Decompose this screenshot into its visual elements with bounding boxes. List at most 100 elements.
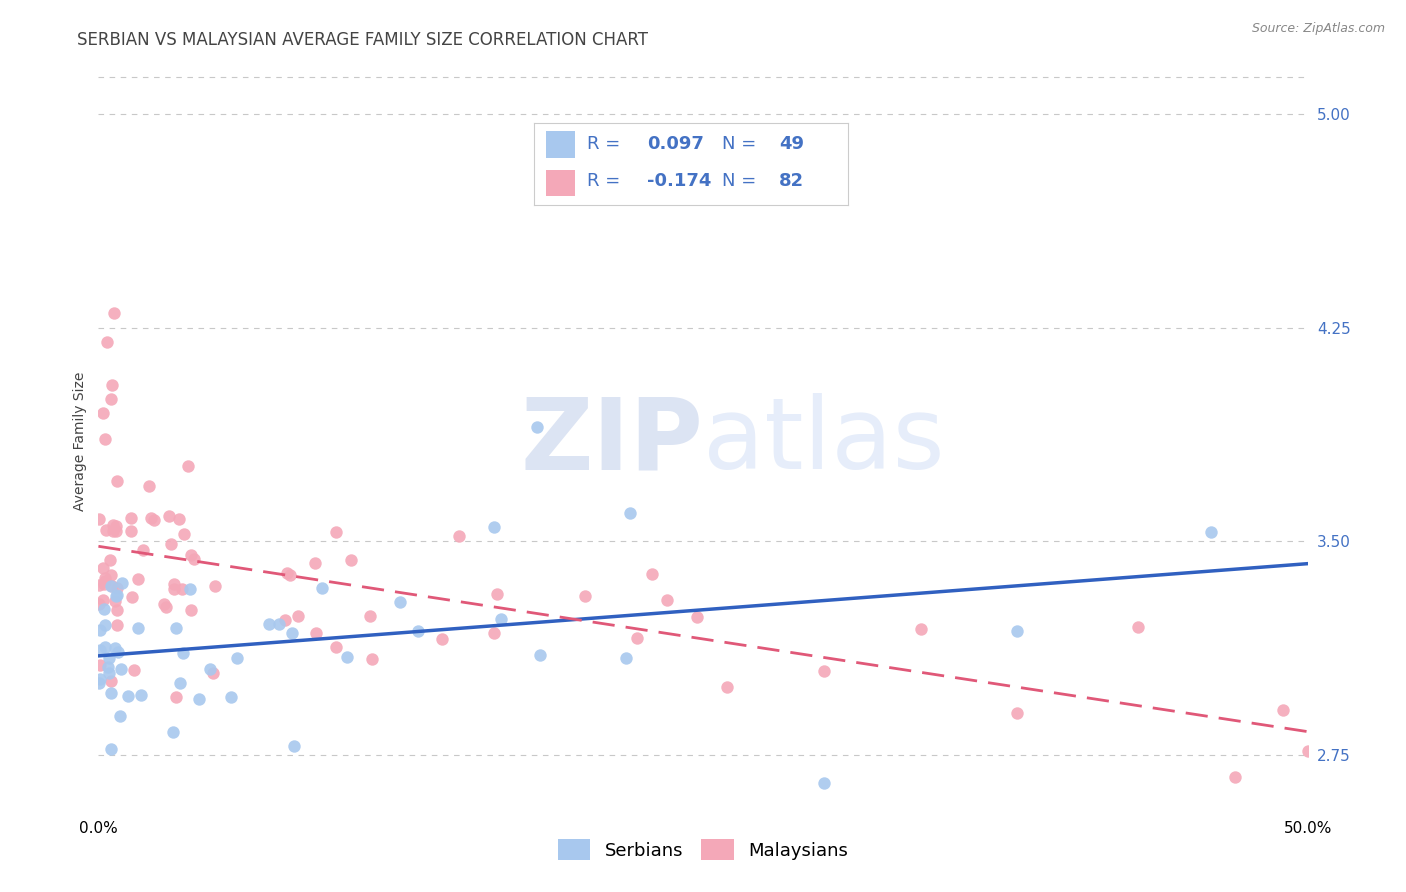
Y-axis label: Average Family Size: Average Family Size [73, 372, 87, 511]
Point [179, 582, 201, 596]
Point [221, 690, 243, 704]
Point [257, 616, 280, 631]
Point [1272, 703, 1295, 717]
Point [169, 511, 191, 525]
Point [91, 406, 114, 420]
Point [180, 548, 202, 562]
Point [117, 690, 139, 704]
Point [159, 537, 181, 551]
Point [153, 597, 176, 611]
Point [87, 597, 110, 611]
Point [336, 650, 359, 665]
Point [162, 724, 184, 739]
Point [183, 552, 205, 566]
Point [482, 520, 505, 534]
Point [169, 676, 191, 690]
Point [97, 660, 120, 674]
Point [177, 459, 200, 474]
Point [100, 579, 122, 593]
Point [127, 621, 149, 635]
Point [529, 648, 551, 662]
Point [104, 589, 127, 603]
Point [406, 624, 429, 638]
Point [278, 567, 301, 582]
Point [89, 658, 111, 673]
Point [163, 577, 186, 591]
Point [100, 567, 122, 582]
Point [360, 651, 382, 665]
Text: atlas: atlas [703, 393, 945, 490]
Point [686, 610, 709, 624]
Point [93, 561, 115, 575]
Point [619, 506, 641, 520]
Point [101, 579, 124, 593]
Legend: Serbians, Malaysians: Serbians, Malaysians [548, 830, 858, 870]
Point [87, 578, 110, 592]
Point [142, 513, 165, 527]
Point [1199, 524, 1222, 539]
Point [122, 664, 145, 678]
Point [103, 518, 125, 533]
Point [155, 600, 177, 615]
Point [100, 392, 122, 406]
Point [165, 690, 187, 704]
Point [165, 621, 187, 635]
Point [103, 524, 125, 539]
Point [388, 595, 411, 609]
Point [94, 524, 117, 538]
Point [180, 603, 202, 617]
Point [91, 593, 114, 607]
Point [1007, 706, 1029, 720]
Point [163, 582, 186, 596]
Point [276, 566, 298, 580]
Point [105, 618, 128, 632]
Point [267, 617, 290, 632]
Point [87, 676, 110, 690]
Point [202, 665, 225, 680]
Text: ZIP: ZIP [520, 393, 703, 490]
Point [173, 526, 195, 541]
Point [100, 686, 122, 700]
Point [716, 681, 738, 695]
Point [283, 739, 305, 753]
Point [120, 524, 142, 538]
Point [127, 573, 149, 587]
Point [94, 432, 117, 446]
Point [491, 612, 513, 626]
Point [94, 640, 117, 654]
Point [1223, 770, 1246, 784]
Point [93, 576, 115, 591]
Point [1296, 744, 1319, 758]
Point [105, 603, 128, 617]
Point [486, 587, 509, 601]
Point [813, 776, 835, 790]
Point [94, 618, 117, 632]
Point [111, 576, 134, 591]
Point [104, 641, 127, 656]
Point [87, 512, 110, 526]
Point [89, 672, 111, 686]
Point [105, 524, 128, 538]
Point [121, 590, 143, 604]
Point [200, 662, 222, 676]
Point [110, 662, 132, 676]
Point [129, 688, 152, 702]
Point [98, 553, 121, 567]
Point [170, 582, 193, 596]
Point [626, 632, 648, 646]
Point [104, 593, 127, 607]
Point [157, 509, 180, 524]
Point [526, 420, 548, 434]
Text: SERBIAN VS MALAYSIAN AVERAGE FAMILY SIZE CORRELATION CHART: SERBIAN VS MALAYSIAN AVERAGE FAMILY SIZE… [77, 31, 648, 49]
Point [311, 581, 333, 595]
Point [89, 623, 111, 637]
Point [281, 626, 304, 640]
Point [105, 581, 128, 595]
Point [89, 642, 111, 657]
Point [574, 589, 596, 603]
Point [304, 556, 326, 570]
Text: Source: ZipAtlas.com: Source: ZipAtlas.com [1251, 22, 1385, 36]
Point [657, 592, 679, 607]
Point [430, 632, 453, 647]
Point [225, 651, 247, 665]
